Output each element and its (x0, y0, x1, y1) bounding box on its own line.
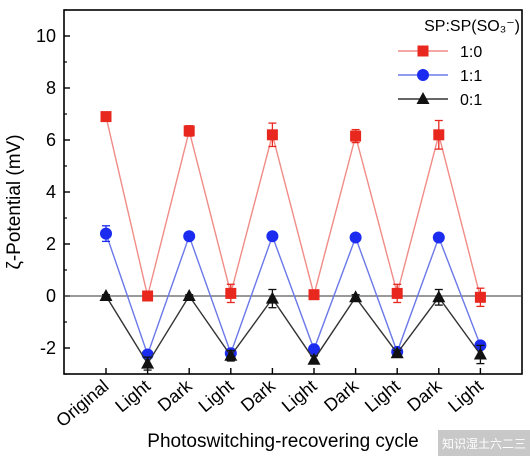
y-tick-label: 0 (46, 286, 56, 306)
y-axis-title: ζ-Potential (mV) (4, 134, 25, 269)
data-point-triangle (307, 352, 321, 365)
series-line (105, 233, 482, 357)
data-point-triangle (432, 290, 446, 303)
series-line (105, 294, 481, 365)
legend-title: SP:SP(SO₃⁻) (424, 18, 520, 35)
watermark-text: 知识湿土六二三 (442, 436, 526, 451)
x-axis-title: Photoswitching-recovering cycle (147, 431, 418, 452)
data-point-triangle (473, 347, 487, 360)
y-tick-label: 10 (36, 26, 56, 46)
x-tick-label: Dark (403, 375, 446, 415)
data-point-square (474, 291, 486, 303)
x-tick-label: Light (111, 376, 154, 416)
data-point-circle (417, 69, 429, 81)
data-point-triangle (416, 92, 430, 104)
data-point-triangle (182, 289, 196, 301)
data-point-triangle (390, 346, 404, 359)
data-point-square (142, 290, 154, 302)
data-point-circle (432, 231, 445, 244)
series-1-0 (100, 111, 486, 308)
data-point-square (225, 287, 237, 299)
data-point-triangle (349, 290, 363, 303)
y-tick-label: 4 (46, 182, 56, 202)
series-layer (99, 111, 487, 371)
x-tick-label: Original (52, 376, 112, 431)
y-tick-label: -2 (40, 338, 56, 358)
data-point-circle (308, 343, 320, 356)
series-1-1 (100, 225, 487, 361)
x-tick-label: Light (361, 376, 404, 416)
data-point-triangle (265, 291, 279, 304)
data-point-square (308, 289, 320, 301)
x-tick-label: Light (444, 376, 487, 416)
legend-label: 1:1 (460, 68, 482, 85)
data-point-square (100, 111, 112, 123)
data-point-circle (100, 227, 112, 240)
data-point-square (391, 287, 403, 299)
legend-label: 1:0 (460, 44, 482, 61)
x-tick-label: Dark (320, 375, 363, 415)
data-point-triangle (224, 348, 238, 361)
data-point-circle (266, 230, 279, 243)
y-tick-label: 2 (46, 234, 56, 254)
data-point-circle (183, 230, 196, 243)
data-point-square (417, 45, 429, 57)
data-point-triangle (99, 289, 113, 301)
x-tick-label: Dark (237, 375, 280, 415)
data-point-square (433, 129, 445, 141)
legend-label: 0:1 (460, 92, 482, 109)
series-0-1 (99, 288, 487, 371)
y-tick-label: 6 (46, 130, 56, 150)
legend: SP:SP(SO₃⁻) 1:0 1:1 0:1 (398, 18, 520, 109)
data-point-square (266, 129, 278, 141)
data-point-square (350, 130, 362, 142)
series-line (105, 116, 482, 298)
watermark-background (438, 430, 530, 456)
x-tick-label: Light (278, 376, 321, 416)
data-point-square (183, 125, 195, 137)
x-tick-label: Light (195, 376, 238, 416)
data-point-triangle (141, 356, 155, 369)
x-tick-label: Dark (154, 375, 197, 415)
y-tick-label: 8 (46, 78, 56, 98)
data-point-circle (349, 231, 362, 244)
